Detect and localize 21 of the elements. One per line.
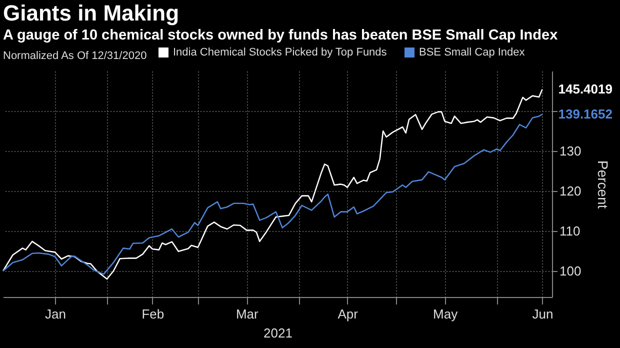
line-series [2, 114, 543, 275]
legend-label: BSE Small Cap Index [419, 46, 526, 58]
x-tick-label: Jan [44, 306, 66, 322]
legend-title: Normalized As Of 12/31/2020 [3, 50, 147, 62]
y-axis-title: Percent [595, 160, 612, 209]
chart-subtitle: A gauge of 10 chemical stocks owned by funds has beaten BSE Small Cap Index [3, 28, 558, 44]
y-tick-label: 100 [560, 264, 582, 278]
x-tick-label: Feb [142, 306, 164, 322]
y-tick-label: 130 [560, 144, 582, 158]
y-tick-label: 110 [560, 224, 580, 238]
x-tick-label: May [433, 306, 458, 322]
line-series [2, 88, 543, 280]
chart-title: Giants in Making [3, 0, 180, 26]
legend-label: India Chemical Stocks Picked by Top Funds [173, 46, 388, 58]
x-tick-label: Mar [236, 306, 260, 322]
x-tick-label: Jun [532, 306, 554, 322]
data-label: 139.1652 [558, 106, 612, 122]
y-tick-label: 120 [560, 184, 582, 198]
x-tick-label: Apr [338, 306, 359, 322]
x-axis-title: 2021 [264, 326, 292, 340]
data-label: 145.4019 [558, 81, 612, 96]
